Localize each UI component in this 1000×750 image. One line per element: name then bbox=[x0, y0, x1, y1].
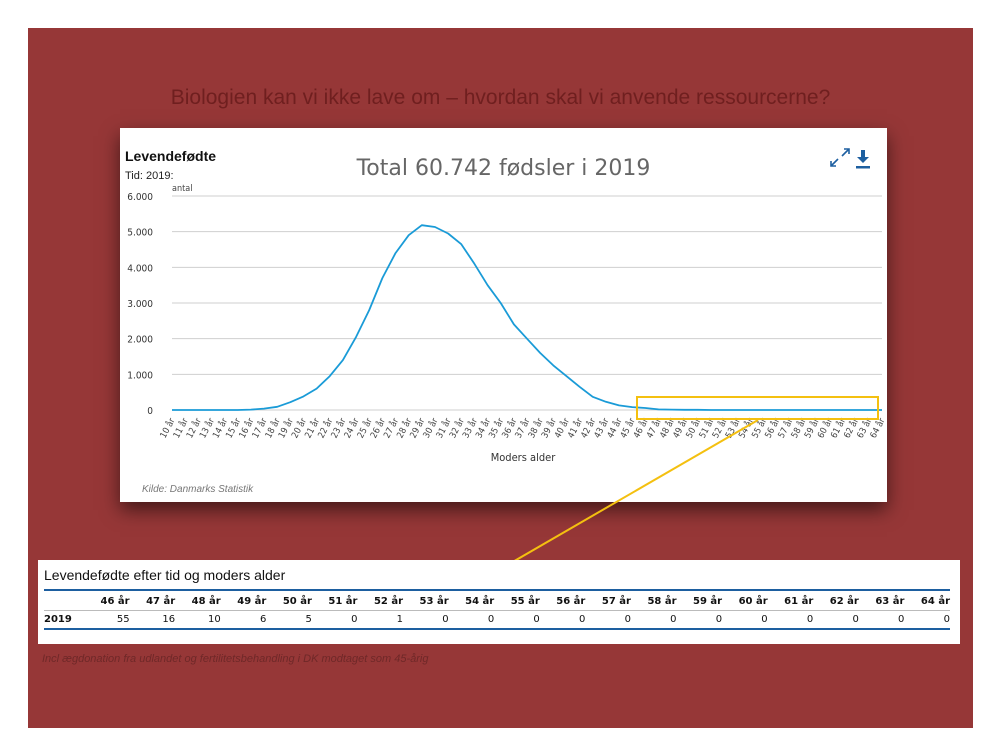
table-cell: 0 bbox=[311, 610, 358, 630]
table-cell: 5 bbox=[266, 610, 312, 630]
y-axis-label: antal bbox=[172, 184, 192, 194]
table-column-header: 47 år bbox=[129, 594, 176, 611]
y-tick-label: 5.000 bbox=[127, 228, 153, 239]
table-column-header: 64 år bbox=[904, 594, 950, 611]
table-column-header: 55 år bbox=[494, 594, 540, 611]
table-cell: 10 bbox=[175, 610, 221, 630]
slide-title: Biologien kan vi ikke lave om – hvordan … bbox=[170, 86, 831, 109]
data-table-card: Levendefødte efter tid og moders alder 4… bbox=[38, 560, 960, 644]
table-row-label: 2019 bbox=[44, 610, 84, 630]
expand-icon[interactable] bbox=[830, 148, 850, 167]
chart-card: Levendefødte Tid: 2019: Total 60.742 fød… bbox=[120, 128, 887, 502]
table-cell: 16 bbox=[129, 610, 176, 630]
table-cell: 0 bbox=[676, 610, 723, 630]
table-cell: 6 bbox=[220, 610, 267, 630]
total-births-overlay: Total 60.742 fødsler i 2019 bbox=[356, 156, 651, 181]
y-tick-label: 4.000 bbox=[127, 263, 153, 274]
x-axis-label: Moders alder bbox=[491, 451, 557, 464]
table-cell: 0 bbox=[494, 610, 540, 630]
chart-title: Levendefødte bbox=[125, 148, 217, 164]
table-cell: 0 bbox=[630, 610, 677, 630]
y-tick-label: 2.000 bbox=[127, 335, 153, 346]
table-cell: 0 bbox=[448, 610, 495, 630]
table-cell: 55 bbox=[84, 610, 130, 630]
table-column-header: 63 år bbox=[858, 594, 905, 611]
table-title: Levendefødte efter tid og moders alder bbox=[44, 567, 286, 583]
table-row: 2019 55 16 10 6 5 0 1 0 0 0 0 0 0 0 0 0 0 0 0 bbox=[44, 610, 950, 630]
table-cell: 0 bbox=[813, 610, 859, 630]
table-cell: 0 bbox=[858, 610, 905, 630]
download-icon[interactable] bbox=[856, 150, 870, 169]
table-cell: 0 bbox=[722, 610, 768, 630]
series-line bbox=[172, 224, 882, 411]
table-column-header: 61 år bbox=[767, 594, 814, 611]
table-cell: 0 bbox=[767, 610, 814, 630]
y-tick-label: 3.000 bbox=[127, 299, 153, 310]
highlight-box bbox=[636, 396, 879, 420]
table-header-row: 46 år 47 år 48 år 49 år 50 år 51 år 52 år 53 år… bbox=[44, 594, 950, 611]
table-corner-cell bbox=[44, 594, 84, 611]
table-column-header: 48 år bbox=[175, 594, 221, 611]
table-column-header: 52 år bbox=[357, 594, 404, 611]
table-column-header: 50 år bbox=[266, 594, 312, 611]
table-cell: 0 bbox=[585, 610, 631, 630]
y-tick-label: 6.000 bbox=[127, 192, 153, 203]
table-column-header: 53 år bbox=[403, 594, 449, 611]
table-column-header: 56 år bbox=[539, 594, 586, 611]
chart-toolbar bbox=[829, 148, 879, 172]
y-tick-label: 0 bbox=[147, 406, 153, 417]
table-column-header: 62 år bbox=[813, 594, 859, 611]
table-rule bbox=[44, 589, 950, 591]
data-table: 46 år 47 år 48 år 49 år 50 år 51 år 52 år 53 år… bbox=[44, 594, 950, 630]
table-column-header: 57 år bbox=[585, 594, 631, 611]
table-cell: 0 bbox=[539, 610, 586, 630]
slide-footnote: Incl ægdonation fra udlandet og fertilit… bbox=[42, 653, 429, 665]
table-column-header: 59 år bbox=[676, 594, 723, 611]
table-column-header: 54 år bbox=[448, 594, 495, 611]
table-column-header: 49 år bbox=[220, 594, 267, 611]
chart-source: Kilde: Danmarks Statistik bbox=[142, 484, 254, 495]
table-column-header: 58 år bbox=[630, 594, 677, 611]
chart-subtitle: Tid: 2019: bbox=[125, 170, 174, 182]
y-tick-label: 1.000 bbox=[127, 370, 153, 381]
table-cell: 0 bbox=[403, 610, 449, 630]
table-column-header: 60 år bbox=[722, 594, 768, 611]
table-cell: 1 bbox=[357, 610, 404, 630]
table-column-header: 51 år bbox=[311, 594, 358, 611]
table-cell: 0 bbox=[904, 610, 950, 630]
table-column-header: 46 år bbox=[84, 594, 130, 611]
